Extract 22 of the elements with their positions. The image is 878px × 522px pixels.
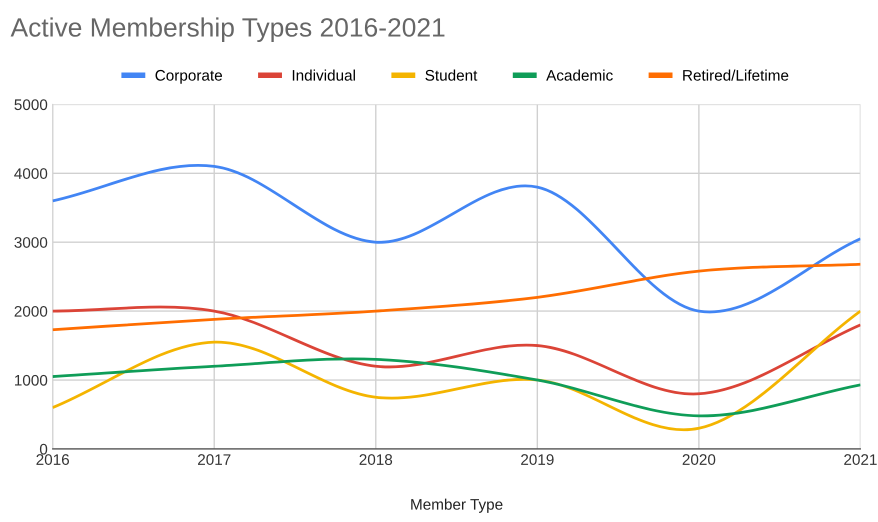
chart-title: Active Membership Types 2016-2021 [10, 17, 444, 42]
line-series [52, 262, 860, 332]
legend-label: Academic [546, 70, 613, 81]
y-tick-label: 1000 [15, 374, 48, 386]
x-tick-label: 2018 [360, 454, 392, 466]
x-tick-label: 2019 [521, 454, 554, 466]
line-series [52, 357, 860, 418]
x-tick-label: 2020 [682, 454, 716, 466]
y-tick-label: 5000 [14, 99, 48, 110]
legend-label: Retired/Lifetime [683, 70, 788, 81]
y-tick-label: 2000 [14, 306, 48, 317]
legend-label: Corporate [156, 70, 222, 84]
y-tick-label: 3000 [14, 237, 48, 248]
y-tick-label: 0 [40, 444, 48, 455]
legend-label: Student [425, 70, 478, 81]
x-tick-label: 2016 [36, 454, 70, 466]
x-tick-label: 2021 [844, 454, 877, 466]
y-tick-label: 4000 [14, 168, 48, 179]
line-series [52, 164, 860, 314]
x-tick-label: 2017 [198, 454, 230, 466]
x-axis-title: Member Type [411, 498, 502, 513]
legend-label: Individual [292, 70, 355, 81]
